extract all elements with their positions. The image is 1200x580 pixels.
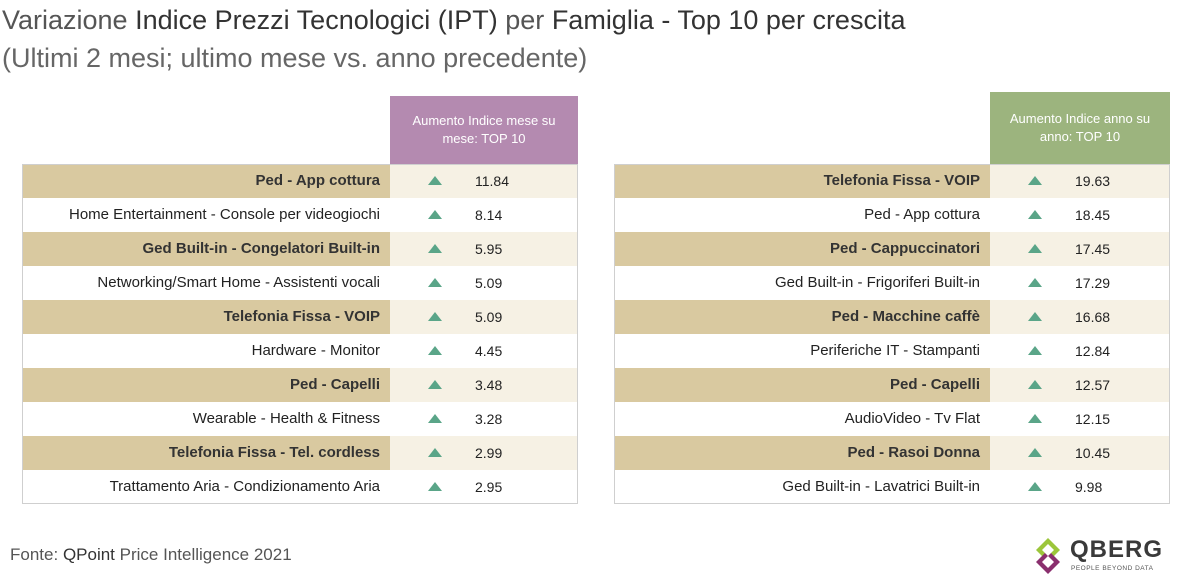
up-arrow-icon — [1028, 380, 1042, 389]
value-cell: 3.28 — [390, 402, 578, 436]
category-label: Ped - App cottura — [22, 164, 390, 198]
category-label: Ped - App cottura — [614, 198, 990, 232]
category-label: Telefonia Fissa - VOIP — [22, 300, 390, 334]
value-number: 12.15 — [1075, 411, 1111, 427]
value-number: 19.63 — [1075, 173, 1111, 189]
value-cell: 2.95 — [390, 470, 578, 504]
value-cell: 2.99 — [390, 436, 578, 470]
value-number: 16.68 — [1075, 309, 1111, 325]
value-number: 18.45 — [1075, 207, 1111, 223]
category-label: Networking/Smart Home - Assistenti vocal… — [22, 266, 390, 300]
value-number: 2.95 — [475, 479, 503, 495]
chart-title: Variazione Indice Prezzi Tecnologici (IP… — [2, 4, 905, 37]
title-part-2: Indice Prezzi Tecnologici (IPT) — [135, 5, 498, 35]
category-label: Ped - Cappuccinatori — [614, 232, 990, 266]
value-number: 10.45 — [1075, 445, 1111, 461]
up-arrow-icon — [428, 414, 442, 423]
value-cell: 5.09 — [390, 266, 578, 300]
value-cell: 4.45 — [390, 334, 578, 368]
value-number: 12.57 — [1075, 377, 1111, 393]
category-label: Hardware - Monitor — [22, 334, 390, 368]
title-part-4: Famiglia - Top 10 per crescita — [551, 5, 906, 35]
category-label: Ged Built-in - Frigoriferi Built-in — [614, 266, 990, 300]
up-arrow-icon — [1028, 482, 1042, 491]
value-number: 3.48 — [475, 377, 503, 393]
up-arrow-icon — [428, 448, 442, 457]
category-label: Trattamento Aria - Condizionamento Aria — [22, 470, 390, 504]
up-arrow-icon — [428, 244, 442, 253]
value-number: 5.09 — [475, 275, 503, 291]
up-arrow-icon — [428, 482, 442, 491]
value-cell: 17.29 — [990, 266, 1170, 300]
category-label: AudioVideo - Tv Flat — [614, 402, 990, 436]
logo-tagline: PEOPLE BEYOND DATA — [1071, 565, 1154, 572]
value-cell: 8.14 — [390, 198, 578, 232]
source-label: Fonte: — [10, 545, 59, 564]
value-cell: 16.68 — [990, 300, 1170, 334]
up-arrow-icon — [428, 380, 442, 389]
source-rest: Price Intelligence 2021 — [119, 545, 292, 564]
category-label: Telefonia Fissa - VOIP — [614, 164, 990, 198]
category-label: Home Entertainment - Console per videogi… — [22, 198, 390, 232]
value-number: 2.99 — [475, 445, 503, 461]
value-number: 8.14 — [475, 207, 503, 223]
category-label: Ped - Macchine caffè — [614, 300, 990, 334]
value-cell: 5.95 — [390, 232, 578, 266]
value-cell: 5.09 — [390, 300, 578, 334]
value-number: 12.84 — [1075, 343, 1111, 359]
up-arrow-icon — [428, 210, 442, 219]
up-arrow-icon — [1028, 244, 1042, 253]
value-number: 11.84 — [475, 173, 509, 189]
source-brand: QPoint — [62, 545, 115, 564]
value-cell: 12.15 — [990, 402, 1170, 436]
up-arrow-icon — [1028, 176, 1042, 185]
qberg-logo: QBERG PEOPLE BEYOND DATA — [1030, 536, 1170, 576]
value-cell: 12.57 — [990, 368, 1170, 402]
up-arrow-icon — [1028, 448, 1042, 457]
value-number: 5.09 — [475, 309, 503, 325]
value-cell: 3.48 — [390, 368, 578, 402]
value-number: 17.45 — [1075, 241, 1111, 257]
value-cell: 9.98 — [990, 470, 1170, 504]
qberg-logo-icon — [1036, 538, 1060, 574]
category-label: Ped - Rasoi Donna — [614, 436, 990, 470]
value-number: 5.95 — [475, 241, 503, 257]
value-number: 9.98 — [1075, 479, 1103, 495]
up-arrow-icon — [428, 176, 442, 185]
category-label: Ped - Capelli — [614, 368, 990, 402]
value-cell: 18.45 — [990, 198, 1170, 232]
category-label: Telefonia Fissa - Tel. cordless — [22, 436, 390, 470]
title-part-1: Variazione — [2, 5, 128, 35]
value-cell: 19.63 — [990, 164, 1170, 198]
title-part-3: per — [505, 5, 545, 35]
value-cell: 12.84 — [990, 334, 1170, 368]
up-arrow-icon — [1028, 414, 1042, 423]
value-cell: 10.45 — [990, 436, 1170, 470]
table-header-mom: Aumento Indice mese su mese: TOP 10 — [390, 96, 578, 164]
category-label: Periferiche IT - Stampanti — [614, 334, 990, 368]
value-number: 4.45 — [475, 343, 503, 359]
value-cell: 17.45 — [990, 232, 1170, 266]
up-arrow-icon — [428, 312, 442, 321]
chart-subtitle: (Ultimi 2 mesi; ultimo mese vs. anno pre… — [2, 43, 588, 73]
up-arrow-icon — [428, 278, 442, 287]
category-label: Ped - Capelli — [22, 368, 390, 402]
value-number: 3.28 — [475, 411, 503, 427]
category-label: Ged Built-in - Congelatori Built-in — [22, 232, 390, 266]
category-label: Ged Built-in - Lavatrici Built-in — [614, 470, 990, 504]
source-note: Fonte: QPoint Price Intelligence 2021 — [10, 545, 292, 565]
category-label: Wearable - Health & Fitness — [22, 402, 390, 436]
logo-name: QBERG — [1070, 536, 1164, 563]
table-header-yoy: Aumento Indice anno su anno: TOP 10 — [990, 92, 1170, 164]
value-number: 17.29 — [1075, 275, 1111, 291]
up-arrow-icon — [1028, 346, 1042, 355]
up-arrow-icon — [1028, 312, 1042, 321]
up-arrow-icon — [1028, 210, 1042, 219]
up-arrow-icon — [1028, 278, 1042, 287]
value-cell: 11.84 — [390, 164, 578, 198]
up-arrow-icon — [428, 346, 442, 355]
